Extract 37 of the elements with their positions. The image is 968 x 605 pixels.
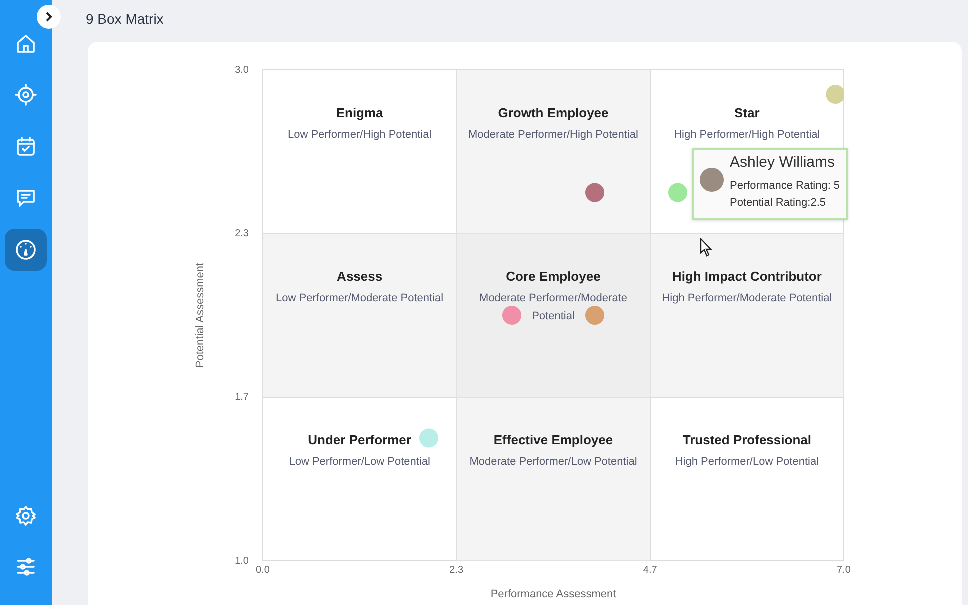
annotation: Low Performer/Moderate Potential (276, 292, 444, 305)
annotation: Assess (337, 269, 383, 284)
annotation: Effective Employee (494, 432, 614, 448)
annotation: Low Performer/Low Potential (289, 456, 430, 468)
text: 9 Box Matrix (86, 11, 164, 27)
annotation: Core Employee (506, 269, 601, 284)
x-tick-label: 2.3 (450, 564, 464, 576)
point (668, 183, 688, 202)
annotation: High Performer/High Potential (674, 128, 820, 141)
annotation: High Performer/Moderate Potential (662, 292, 832, 305)
point (420, 428, 438, 448)
annotation: Low Performer/High Potential (288, 128, 432, 141)
y-tick-label: 1.0 (235, 556, 250, 567)
y-tick-label: 3.0 (235, 64, 250, 76)
annotation: Enigma (336, 105, 384, 120)
x-tick-label: 7.0 (837, 564, 852, 576)
point (586, 306, 604, 325)
point (826, 85, 844, 104)
annotation: Trusted Professional (682, 432, 812, 448)
annotation: Moderate Performer/Low Potential (470, 456, 638, 468)
annotation: Ashley Williams Performance Rating: 5 Potential Rating:2.5 (730, 154, 840, 209)
annotation: High Performer/Low Potential (675, 456, 820, 468)
y-tick-label: 2.3 (235, 228, 250, 240)
annotation: Moderate Performer/Moderate Potential (480, 292, 628, 323)
annotation: Under Performer (308, 432, 412, 448)
annotation: High Impact Contributor (672, 269, 822, 284)
y-tick-label: 1.7 (235, 392, 250, 403)
y-axis-title: Potential Assessment (194, 262, 207, 368)
point (586, 183, 604, 202)
tooltip: Ashley Williams Performance Rating: 5 Potential Rating:2.5 (692, 148, 848, 220)
x-tick-label: 4.7 (643, 564, 658, 576)
x-axis-title: Performance Assessment (490, 588, 616, 600)
annotation: Star (734, 105, 760, 120)
annotation: Growth Employee (498, 105, 609, 120)
point (502, 306, 522, 325)
x-tick-label: 0.0 (256, 564, 270, 576)
annotation: Moderate Performer/High Potential (468, 128, 638, 141)
